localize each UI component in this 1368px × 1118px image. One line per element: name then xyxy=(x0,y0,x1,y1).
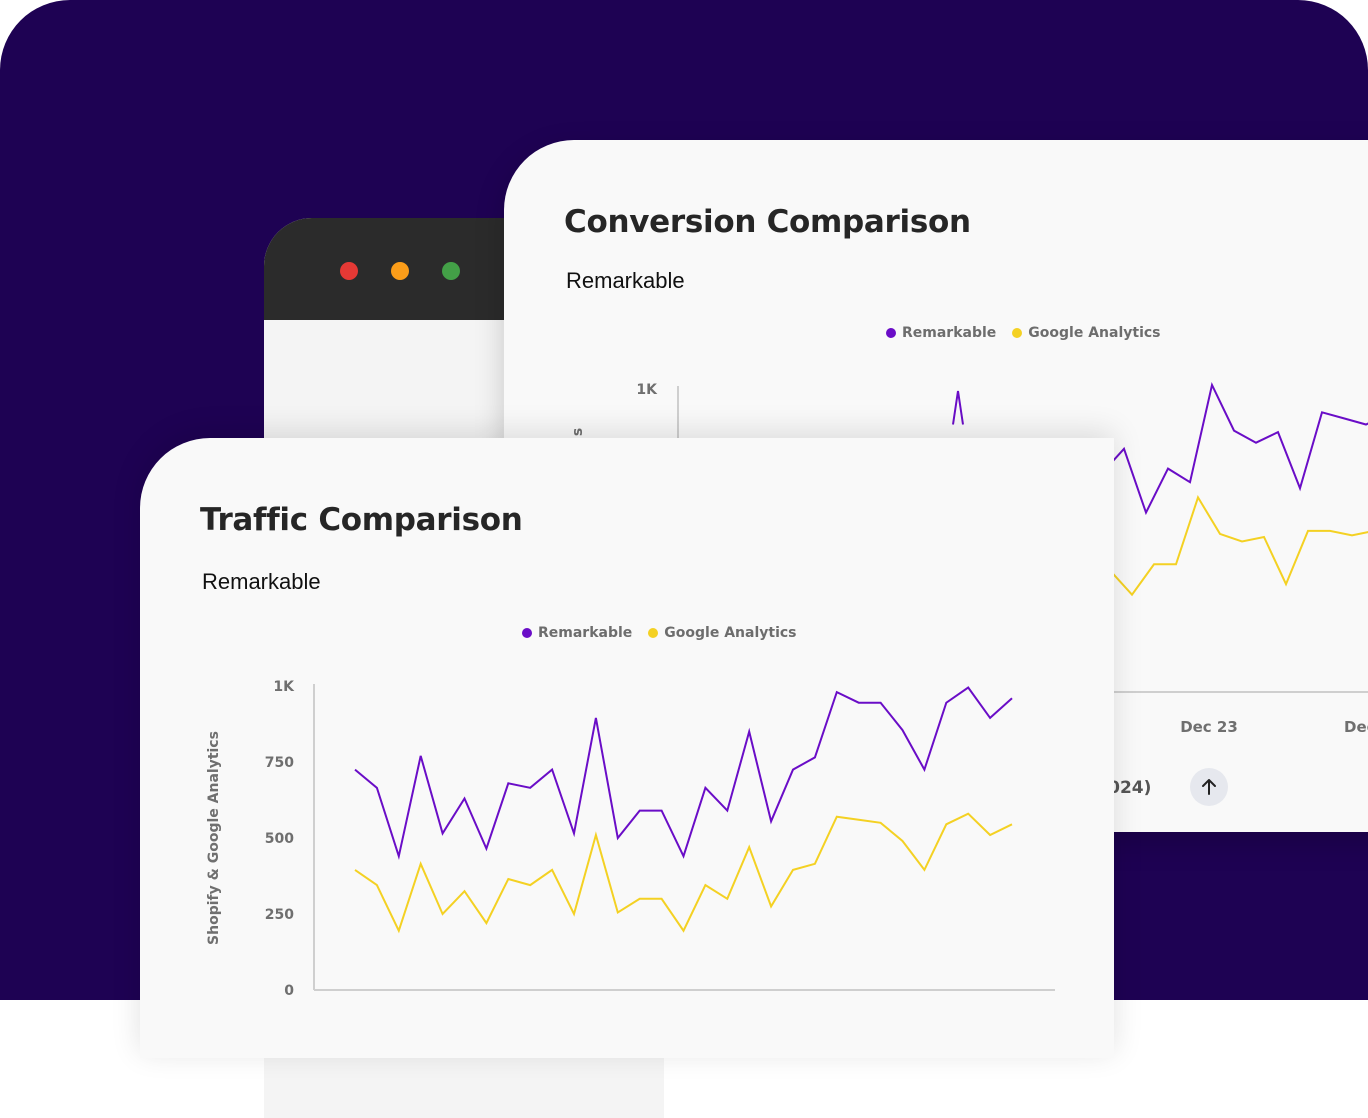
y-axis-label: s xyxy=(570,428,586,436)
series-line-remarkable xyxy=(354,686,1013,861)
traffic-chart: Shopify & Google Analytics 0 250 500 750 1K xyxy=(206,679,1055,999)
legend-label-remarkable: Remarkable xyxy=(902,325,997,341)
y-tick-label: 1K xyxy=(273,679,295,695)
legend-item-remarkable[interactable]: Remarkable xyxy=(522,625,632,641)
legend-label-remarkable: Remarkable xyxy=(538,625,633,641)
scroll-up-button[interactable] xyxy=(1190,768,1228,806)
legend-label-google-analytics: Google Analytics xyxy=(1028,325,1161,341)
y-tick-label: 250 xyxy=(265,907,294,923)
traffic-card-subtitle: Remarkable xyxy=(202,569,321,594)
y-tick-label: 0 xyxy=(284,983,294,999)
legend-item-google-analytics[interactable]: Google Analytics xyxy=(648,625,797,641)
arrow-up-icon xyxy=(1202,779,1216,795)
traffic-legend: Remarkable Google Analytics xyxy=(522,625,805,641)
y-tick-label: 500 xyxy=(265,831,294,847)
traffic-card-title: Traffic Comparison xyxy=(200,502,523,538)
legend-swatch-google-analytics xyxy=(648,628,659,638)
y-tick-label: 750 xyxy=(265,755,294,771)
x-tick-label: Dec 23 xyxy=(1180,718,1238,736)
series-line-remarkable-spike xyxy=(952,390,964,425)
conversion-series-group xyxy=(952,381,1368,597)
series-line-google-analytics xyxy=(1109,495,1368,597)
legend-swatch-remarkable xyxy=(886,328,896,338)
y-axis-label: Shopify & Google Analytics xyxy=(206,731,222,945)
legend-item-remarkable[interactable]: Remarkable xyxy=(886,325,996,341)
conversion-card-subtitle: Remarkable xyxy=(566,268,685,293)
x-tick-label: Dec xyxy=(1344,718,1368,736)
series-line-google-analytics xyxy=(354,812,1013,934)
minimize-dot-icon[interactable] xyxy=(391,262,409,280)
maximize-dot-icon[interactable] xyxy=(442,262,460,280)
y-tick-label: 1K xyxy=(636,382,658,398)
close-dot-icon[interactable] xyxy=(340,262,358,280)
legend-swatch-remarkable xyxy=(522,628,532,638)
traffic-comparison-card: Traffic Comparison Remarkable Remarkable… xyxy=(140,438,1114,1058)
conversion-legend: Remarkable Google Analytics xyxy=(886,325,1169,341)
legend-item-google-analytics[interactable]: Google Analytics xyxy=(1012,325,1161,341)
legend-label-google-analytics: Google Analytics xyxy=(664,625,797,641)
conversion-card-title: Conversion Comparison xyxy=(564,204,971,240)
legend-swatch-google-analytics xyxy=(1012,328,1023,338)
series-line-remarkable xyxy=(1101,381,1368,516)
